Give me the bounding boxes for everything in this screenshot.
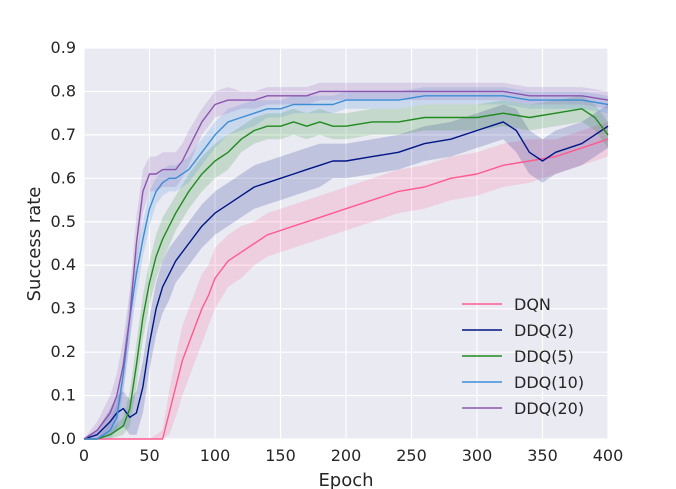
series-line xyxy=(83,121,609,440)
y-tick-label: 0.0 xyxy=(51,429,76,448)
series-lines xyxy=(83,90,609,440)
series-line xyxy=(84,138,609,440)
y-tick-label: 0.2 xyxy=(51,342,76,361)
x-tick-label: 100 xyxy=(200,446,231,465)
series-line xyxy=(84,108,609,440)
y-tick-label: 0.5 xyxy=(51,212,76,231)
y-tick-label: 0.7 xyxy=(51,125,76,144)
y-tick-label: 0.8 xyxy=(51,81,76,100)
legend-label: DDQ(20) xyxy=(514,399,584,418)
confidence-band xyxy=(84,121,608,440)
confidence-bands xyxy=(84,82,608,440)
y-tick-label: 0.3 xyxy=(51,299,76,318)
series-line xyxy=(83,90,609,440)
y-tick-label: 0.6 xyxy=(51,168,76,187)
x-tick-label: 0 xyxy=(79,446,89,465)
y-tick-label: 0.4 xyxy=(51,255,76,274)
legend: DQN DDQ(2) DDQ(5) DDQ(10) DDQ(20) xyxy=(462,295,584,418)
legend-label: DDQ(10) xyxy=(514,373,584,392)
legend-label: DQN xyxy=(514,295,551,314)
grid xyxy=(83,47,609,440)
x-tick-label: 350 xyxy=(527,446,558,465)
legend-label: DDQ(2) xyxy=(514,321,574,340)
legend-label: DDQ(5) xyxy=(514,347,574,366)
y-tick-labels: 0.0 0.1 0.2 0.3 0.4 0.5 0.6 0.7 0.8 0.9 xyxy=(51,38,76,448)
x-tick-label: 400 xyxy=(593,446,624,465)
x-tick-labels: 0 50 100 150 200 250 300 350 400 xyxy=(79,446,623,465)
x-axis-label: Epoch xyxy=(318,470,373,489)
series-line xyxy=(84,95,609,440)
x-tick-label: 300 xyxy=(462,446,493,465)
x-tick-label: 50 xyxy=(139,446,159,465)
x-tick-label: 250 xyxy=(396,446,427,465)
x-tick-label: 200 xyxy=(331,446,362,465)
x-tick-label: 150 xyxy=(265,446,296,465)
y-tick-label: 0.1 xyxy=(51,386,76,405)
confidence-band xyxy=(84,104,608,439)
y-axis-label: Success rate xyxy=(24,187,45,302)
y-tick-label: 0.9 xyxy=(51,38,76,57)
